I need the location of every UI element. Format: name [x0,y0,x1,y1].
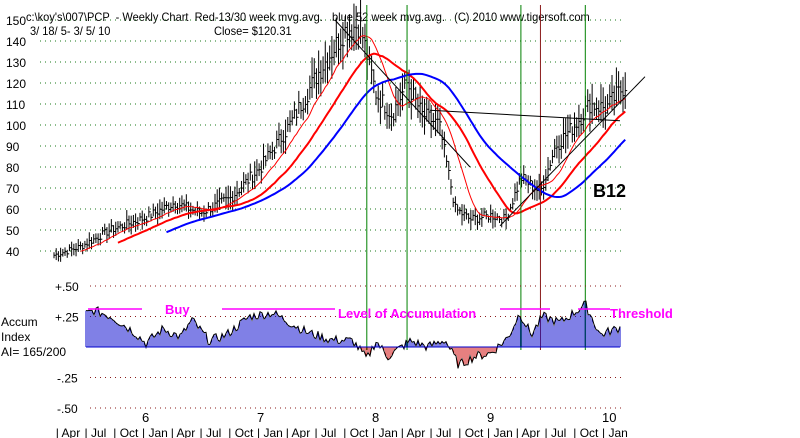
y-tick-label: 90 [6,140,20,154]
year-label: 6 [142,410,149,425]
month-label: | Jan [602,426,628,438]
level-of-accumulation-label: Level of Accumulation [338,306,476,321]
y-tick-label: 110 [6,98,25,112]
month-label: | Jul [85,426,107,438]
trendline [429,109,621,122]
month-label: | Jan [372,426,398,438]
month-label: | Apr [171,426,195,438]
month-label: | Jul [545,426,567,438]
ai-line [85,300,621,369]
month-label: | Jul [315,426,337,438]
buy-label: Buy [165,302,190,317]
y-tick-label: 120 [6,77,26,91]
ai-label: Index [1,330,30,344]
year-label: 9 [487,410,494,425]
year-label: 7 [257,410,264,425]
y-tick-label: 140 [6,35,26,49]
y-tick-label: 70 [6,182,20,196]
month-label: | Oct [573,426,599,438]
ai-label: AI= 165/200 [1,345,66,359]
y-tick-label: 40 [6,245,20,259]
date-range: 3/ 18/ 5- 3/ 5/ 10 [30,24,111,38]
trendline [499,76,646,227]
month-label: | Oct [228,426,254,438]
y-tick-label: 50 [6,224,20,238]
y-tick-label: 150 [6,14,26,28]
close-price: Close= $120.31 [214,24,292,38]
month-label: | Apr [56,426,80,438]
ai-tick-label: -.50 [57,402,78,416]
month-label: | Apr [286,426,310,438]
y-tick-label: 80 [6,161,20,175]
month-label: | Apr [401,426,425,438]
y-tick-label: 100 [6,119,26,133]
threshold-label: Threshold [610,306,673,321]
moving-average-13 [80,35,626,252]
month-label: | Oct [113,426,139,438]
month-label: | Jul [200,426,222,438]
month-label: | Jul [430,426,452,438]
y-tick-label: 60 [6,203,20,217]
y-tick-label: 130 [6,56,26,70]
ai-tick-label: +.25 [55,311,79,325]
ai-tick-label: -.25 [57,372,78,386]
month-label: | Jan [257,426,283,438]
month-label: | Oct [458,426,484,438]
month-label: | Jan [142,426,168,438]
moving-average-52 [166,72,626,234]
month-label: | Jan [487,426,513,438]
year-label: 10 [602,410,616,425]
month-label: | Apr [516,426,540,438]
ai-label: Accum [1,315,38,329]
year-label: 8 [372,410,379,425]
annotation-b12: B12 [593,181,626,201]
chart-title: c:\koy's\007\PCP - Weekly Chart Red-13/3… [26,10,590,24]
trendline [334,19,471,168]
ai-tick-label: +.50 [55,280,79,294]
month-label: | Oct [343,426,369,438]
